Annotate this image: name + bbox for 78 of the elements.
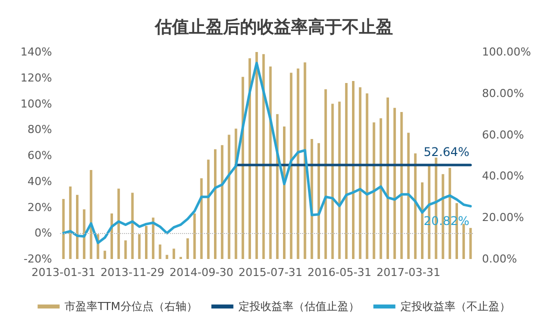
bar [386,98,389,259]
bar [69,186,72,259]
bar [131,192,134,259]
bar [166,254,168,259]
y2-tick-label: 60.00% [482,128,524,142]
y-tick-label: 100% [20,97,52,110]
bar [331,104,334,259]
y-tick-label: 80% [28,123,52,136]
bar [380,118,382,259]
bar [276,114,279,259]
bar [296,68,300,259]
bar [462,224,465,259]
line-series [62,62,472,244]
bar [366,93,368,259]
bar [158,244,162,259]
x-tick-label: 2014-09-30 [169,266,234,279]
bar [338,102,341,259]
bar [124,240,127,259]
bar [110,213,113,259]
y-tick-label: 20% [28,200,52,214]
bar [214,149,216,259]
bar [138,234,141,259]
bar [324,89,327,259]
bar [262,54,265,259]
y-tick-label: 0% [34,226,52,240]
bar [269,66,272,259]
bar [407,132,410,259]
y-tick-label: 60% [28,149,52,162]
y-tick-label: -20% [24,252,52,266]
legend-label: 定投收益率（不止盈） [400,300,510,313]
x-tick-label: 2017-03-31 [376,266,440,279]
y-tick-label: 40% [28,174,52,188]
bar [352,80,354,259]
bar [290,72,292,259]
x-tick-label: 2016-05-31 [307,266,372,279]
bar [234,128,238,259]
y2-tick-label: 0.00% [482,252,517,266]
bar [400,112,403,259]
bar [152,218,154,259]
x-tick-label: 2013-01-31 [31,266,96,279]
bar [228,134,230,259]
bar [421,182,424,259]
bar [82,209,86,259]
bar [414,153,417,259]
y2-tick-label: 100.00% [482,46,531,58]
bar [193,213,196,259]
bar [372,122,376,259]
bar [469,228,472,259]
bar [62,198,65,259]
bar [358,87,362,259]
bar [345,83,348,259]
x-tick-label: 2015-07-31 [238,266,302,279]
y2-tick-label: 40.00% [482,170,524,183]
legend-label: 定投收益率（估值止盈） [238,300,360,313]
bar [207,160,210,259]
bar [304,62,306,259]
bar [255,52,258,259]
y-tick-label: 120% [20,71,52,84]
bar [200,178,203,259]
bar [104,250,106,259]
chart-title: 估值止盈后的收益率高于不止盈 [154,18,393,38]
bar [76,194,78,259]
bar [283,126,286,259]
bar [145,226,148,259]
bar [248,58,251,259]
x-tick-label: 2013-11-29 [100,266,164,279]
bar [117,188,120,259]
y2-tick-label: 80.00% [482,86,524,100]
bar [318,143,320,259]
bar [90,170,92,259]
y-tick-label: 140% [20,46,52,58]
legend-label: 市盈率TTM分位点（右轴） [64,300,198,313]
bar [186,238,189,259]
data-label: 52.64% [424,145,470,160]
bar [393,108,396,259]
y2-tick-label: 20.00% [482,211,524,224]
bar [220,145,224,259]
bar [172,248,176,259]
